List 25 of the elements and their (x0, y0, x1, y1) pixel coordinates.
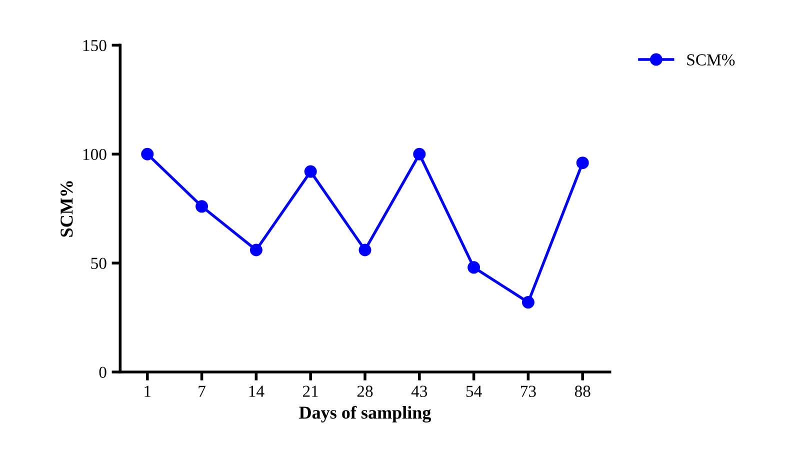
point (522, 296, 534, 309)
x-tick-label: 88 (574, 386, 590, 397)
x-tick-label: 28 (357, 386, 373, 397)
x-axis-title: Days of sampling (299, 406, 432, 423)
x-tick-label: 54 (466, 386, 482, 397)
x-tick-label: 7 (198, 386, 206, 397)
point (141, 148, 154, 160)
x-tick-label: 73 (520, 386, 536, 397)
x-tick-label: 21 (302, 386, 318, 397)
y-axis-title: SCM% (60, 181, 73, 237)
point (576, 156, 589, 170)
legend-label: SCM% (687, 54, 735, 66)
x-tick-label: 43 (411, 386, 428, 397)
point (358, 244, 372, 256)
y-tick-label: 100 (83, 148, 106, 160)
point (304, 165, 317, 178)
point (250, 244, 262, 256)
point (413, 148, 426, 160)
x-tick-label: 14 (249, 386, 264, 397)
y-tick-label: 0 (99, 366, 106, 378)
y-tick-label: 50 (91, 258, 106, 270)
point (468, 261, 480, 274)
point (196, 200, 208, 213)
y-tick-label: 150 (83, 40, 106, 52)
x-tick-label: 1 (144, 386, 151, 397)
